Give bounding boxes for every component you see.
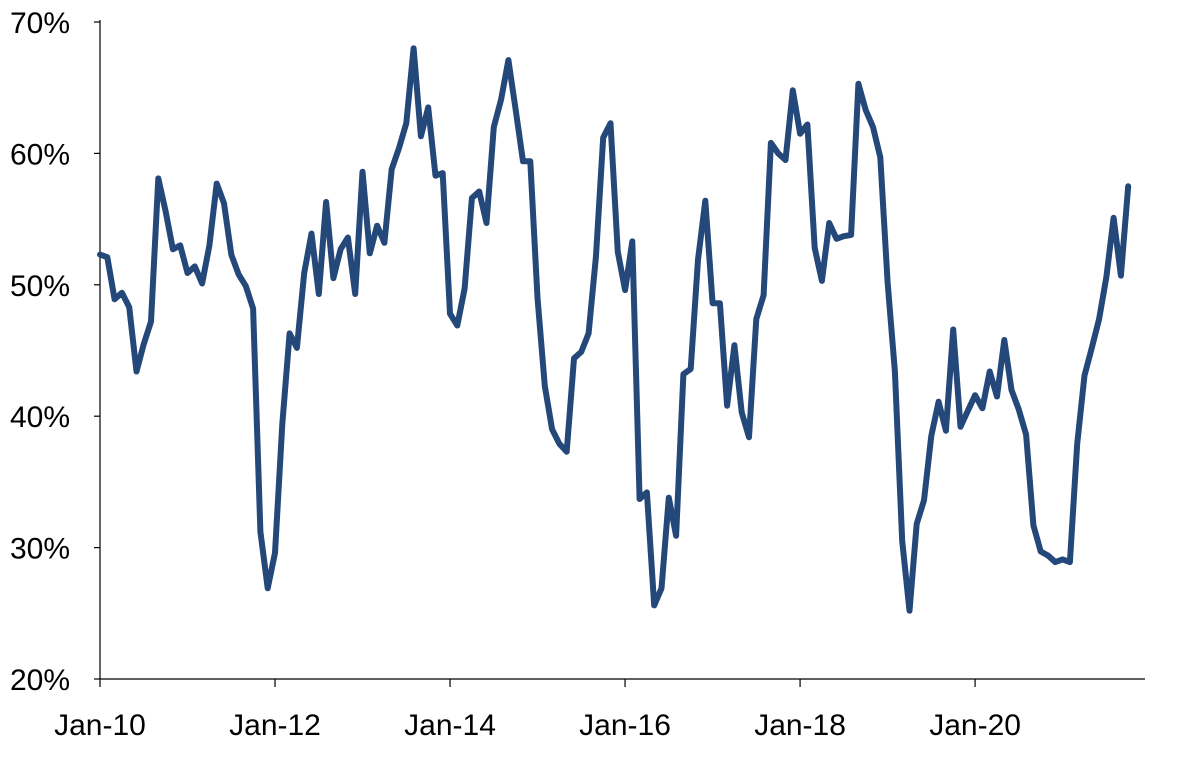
y-axis: 20% 30% 40% 50% 60% 70%	[10, 7, 101, 697]
y-tick-label: 40%	[10, 401, 70, 434]
series-layer	[97, 45, 1132, 614]
x-tick-label: Jan-14	[404, 709, 496, 742]
y-tick-label: 20%	[10, 664, 70, 697]
x-tick-label: Jan-12	[229, 709, 321, 742]
x-axis: Jan-10 Jan-12 Jan-14 Jan-16 Jan-18 Jan-20	[54, 678, 1145, 742]
y-tick-label: 50%	[10, 270, 70, 303]
x-tick-label: Jan-20	[929, 709, 1021, 742]
x-tick-label: Jan-16	[579, 709, 671, 742]
y-tick-label: 60%	[10, 138, 70, 171]
x-tick-label: Jan-10	[54, 709, 146, 742]
y-tick-label: 30%	[10, 533, 70, 566]
x-tick-label: Jan-18	[754, 709, 846, 742]
series-line	[97, 45, 1132, 614]
y-tick-label: 70%	[10, 7, 70, 40]
